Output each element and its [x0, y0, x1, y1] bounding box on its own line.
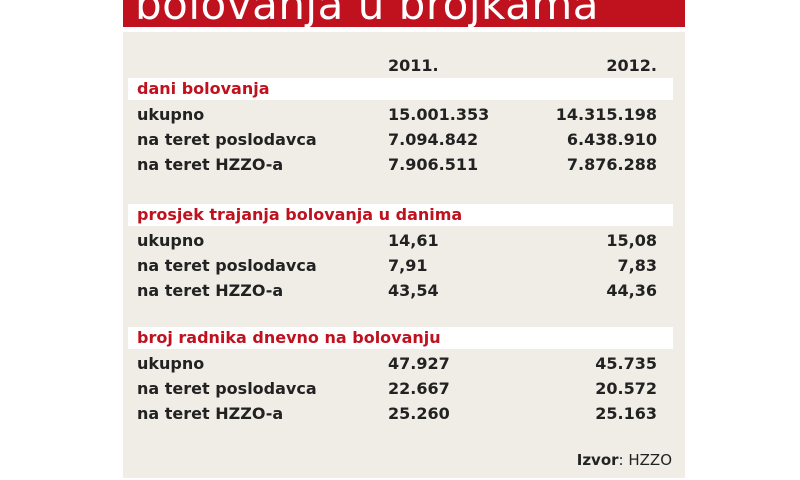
value-2011: 22.667 [388, 379, 450, 398]
column-header-2012: 2012. [606, 56, 657, 75]
row-label: ukupno [137, 105, 205, 124]
section-title: dani bolovanja [137, 79, 270, 98]
section-title: prosjek trajanja bolovanja u danima [137, 205, 463, 224]
value-2012: 7.876.288 [566, 155, 657, 174]
value-2012: 20.572 [595, 379, 657, 398]
section-bar [128, 204, 673, 226]
table-panel [123, 32, 685, 478]
value-2012: 14.315.198 [555, 105, 657, 124]
value-2012: 15,08 [606, 231, 657, 250]
value-2011: 7.906.511 [388, 155, 479, 174]
value-2011: 15.001.353 [388, 105, 490, 124]
value-2011: 7,91 [388, 256, 428, 275]
source-label: Izvor [576, 451, 619, 469]
source-separator: : [618, 451, 624, 469]
row-label: na teret poslodavca [137, 256, 317, 275]
value-2011: 47.927 [388, 354, 450, 373]
source-note: Izvor: HZZO [577, 451, 672, 469]
row-label: na teret HZZO-a [137, 281, 284, 300]
value-2012: 44,36 [606, 281, 657, 300]
section-bar [128, 327, 673, 349]
value-2011: 25.260 [388, 404, 450, 423]
section-bar [128, 78, 673, 100]
row-label: na teret poslodavca [137, 379, 317, 398]
value-2012: 45.735 [595, 354, 657, 373]
value-2011: 14,61 [388, 231, 439, 250]
value-2011: 7.094.842 [388, 130, 479, 149]
column-header-2011: 2011. [388, 56, 439, 75]
value-2012: 6.438.910 [566, 130, 657, 149]
row-label: na teret HZZO-a [137, 404, 284, 423]
section-title: broj radnika dnevno na bolovanju [137, 328, 441, 347]
row-label: ukupno [137, 231, 205, 250]
value-2012: 7,83 [617, 256, 657, 275]
title-banner: bolovanja u brojkama [123, 0, 685, 27]
value-2011: 43,54 [388, 281, 439, 300]
value-2012: 25.163 [595, 404, 657, 423]
row-label: ukupno [137, 354, 205, 373]
row-label: na teret HZZO-a [137, 155, 284, 174]
infographic-title: bolovanja u brojkama [135, 0, 600, 27]
source-value: HZZO [623, 451, 672, 469]
row-label: na teret poslodavca [137, 130, 317, 149]
